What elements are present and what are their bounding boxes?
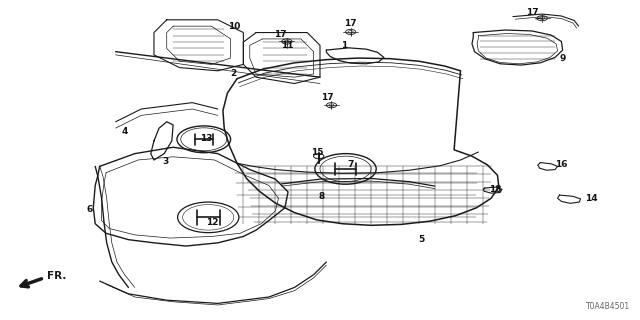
Text: 17: 17 [274, 30, 287, 39]
Text: 14: 14 [585, 194, 598, 203]
Text: FR.: FR. [47, 271, 66, 281]
Text: 6: 6 [87, 205, 93, 214]
Text: 17: 17 [525, 8, 538, 17]
Text: 2: 2 [230, 69, 236, 78]
Text: 5: 5 [418, 235, 424, 244]
Text: 17: 17 [321, 93, 334, 102]
Text: 4: 4 [122, 127, 129, 136]
Text: 1: 1 [341, 41, 348, 51]
Text: 8: 8 [318, 192, 324, 201]
Text: 13: 13 [200, 134, 212, 143]
Text: 16: 16 [555, 160, 568, 169]
Text: 10: 10 [228, 22, 240, 31]
Text: 15: 15 [310, 148, 323, 157]
Text: 18: 18 [490, 185, 502, 194]
Text: 11: 11 [280, 41, 293, 51]
Text: 7: 7 [348, 160, 354, 169]
Text: 9: 9 [559, 54, 566, 63]
Text: T0A4B4501: T0A4B4501 [586, 302, 630, 311]
Text: 17: 17 [344, 19, 357, 28]
Text: 12: 12 [207, 218, 219, 227]
Text: 3: 3 [163, 157, 168, 166]
